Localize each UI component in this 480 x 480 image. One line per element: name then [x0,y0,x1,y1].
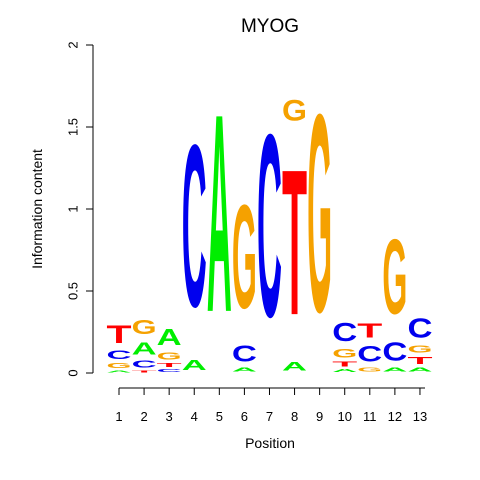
logo-letter-g: G [307,55,332,371]
logo-letter-g: G [282,94,307,127]
logo-letter-g: G [407,344,432,356]
y-axis-title: Information content [29,149,45,269]
x-tick-label: 9 [316,409,323,424]
logo-letter-c: C [357,343,382,367]
logo-letter-g: G [232,174,257,340]
logo-letter-g: G [332,347,357,360]
x-axis-title: Position [245,435,295,451]
logo-letter-t: T [357,319,382,342]
logo-letter-c: C [182,97,207,356]
x-tick-label: 1 [115,409,122,424]
logo-letter-a: A [382,367,407,373]
y-tick-label: 1.5 [65,118,80,136]
y-tick-label: 2 [65,41,80,48]
y-tick-label: 1 [65,205,80,212]
logo-letter-a: A [157,324,182,350]
logo-letter-t: T [157,362,182,368]
x-tick-label: 6 [241,409,248,424]
logo-letter-g: G [357,366,382,373]
chart-title: MYOG [241,16,299,37]
logo-letter-t: T [282,125,307,358]
logo-letter-a: A [132,338,157,358]
x-tick-label: 5 [216,409,223,424]
logo-letter-a: A [332,368,357,373]
logo-letter-a: A [107,370,132,373]
x-tick-label: 8 [291,409,298,424]
logo-letter-t: T [107,321,132,349]
logo-letter-c: C [332,317,357,347]
logo-letter-t: T [407,355,432,366]
x-tick-label: 11 [363,409,377,424]
logo-letter-a: A [207,55,232,371]
x-tick-label: 7 [266,409,273,424]
x-axis: 1 2 3 4 5 6 7 8 9 10 11 12 13 [115,387,427,424]
x-tick-label: 3 [166,409,173,424]
x-tick-label: 12 [388,409,402,424]
logo-letter-c: C [132,359,157,370]
y-tick-label: 0 [65,369,80,376]
x-tick-label: 13 [413,409,427,424]
y-axis: 0 0.5 1 1.5 2 [65,41,94,377]
logo-letter-c: C [257,82,282,372]
logo-letter-a: A [282,360,307,373]
logo-letter-g: G [132,316,157,339]
x-tick-label: 10 [337,409,351,424]
logo-letter-g: G [382,217,407,336]
logo-letter-g: G [157,350,182,362]
logo-letter-a: A [182,357,207,374]
logo-letter-c: C [382,337,407,367]
x-tick-label: 2 [140,409,147,424]
logo-letter-a: A [407,367,432,373]
logo-letter-a: A [232,367,257,373]
logo-letter-c: C [232,341,257,367]
x-tick-label: 4 [191,409,198,424]
logo-letter-t: T [132,370,157,373]
logo-letter-c: C [157,368,182,373]
logo-letter-c: C [107,349,132,362]
y-tick-label: 0.5 [65,282,80,300]
logo-letter-c: C [407,313,432,344]
logo-letter-g: G [107,362,132,370]
logo-letter-t: T [332,360,357,368]
